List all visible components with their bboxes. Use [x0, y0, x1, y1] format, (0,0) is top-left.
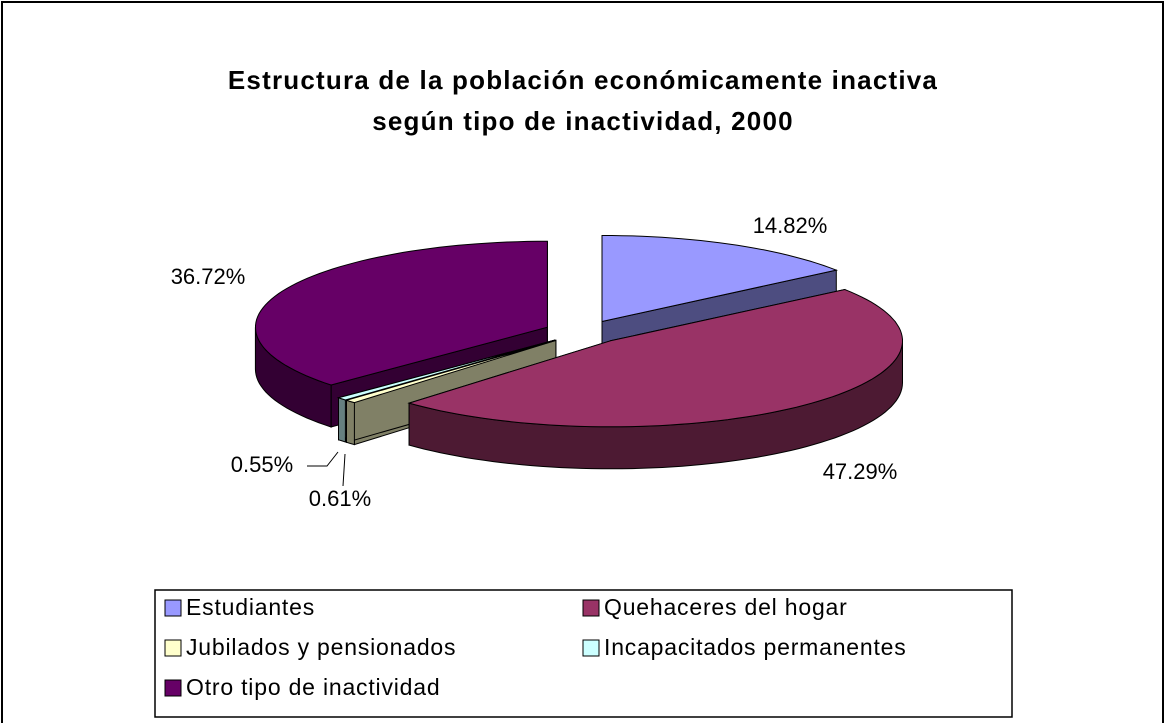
slice: [336, 339, 555, 401]
legend-swatch: [582, 639, 600, 657]
leader-line: [342, 453, 346, 487]
data-label: 0.55%: [231, 452, 293, 477]
leader-line: [307, 451, 339, 467]
slice-side: [338, 397, 346, 443]
slice: [601, 235, 839, 323]
legend-swatch: [164, 679, 182, 697]
slice-side: [346, 399, 355, 446]
legend-label: Otro tipo de inactividad: [186, 674, 440, 700]
legend-label: Incapacitados permanentes: [604, 634, 907, 660]
legend-label: Estudiantes: [186, 594, 315, 620]
legend-label: Jubilados y pensionados: [186, 634, 456, 660]
slice: [344, 339, 557, 404]
data-label: 0.61%: [309, 486, 371, 511]
data-label: 47.29%: [823, 459, 898, 484]
slice: [407, 288, 903, 428]
data-label: 14.82%: [753, 213, 828, 238]
legend-swatch: [582, 599, 600, 617]
chart-title: Estructura de la población económicament…: [227, 65, 939, 136]
legend-swatch: [164, 639, 182, 657]
legend-label: Quehaceres del hogar: [604, 594, 848, 620]
slice: [255, 240, 548, 386]
data-label: 36.72%: [171, 264, 246, 289]
legend-swatch: [164, 599, 182, 617]
